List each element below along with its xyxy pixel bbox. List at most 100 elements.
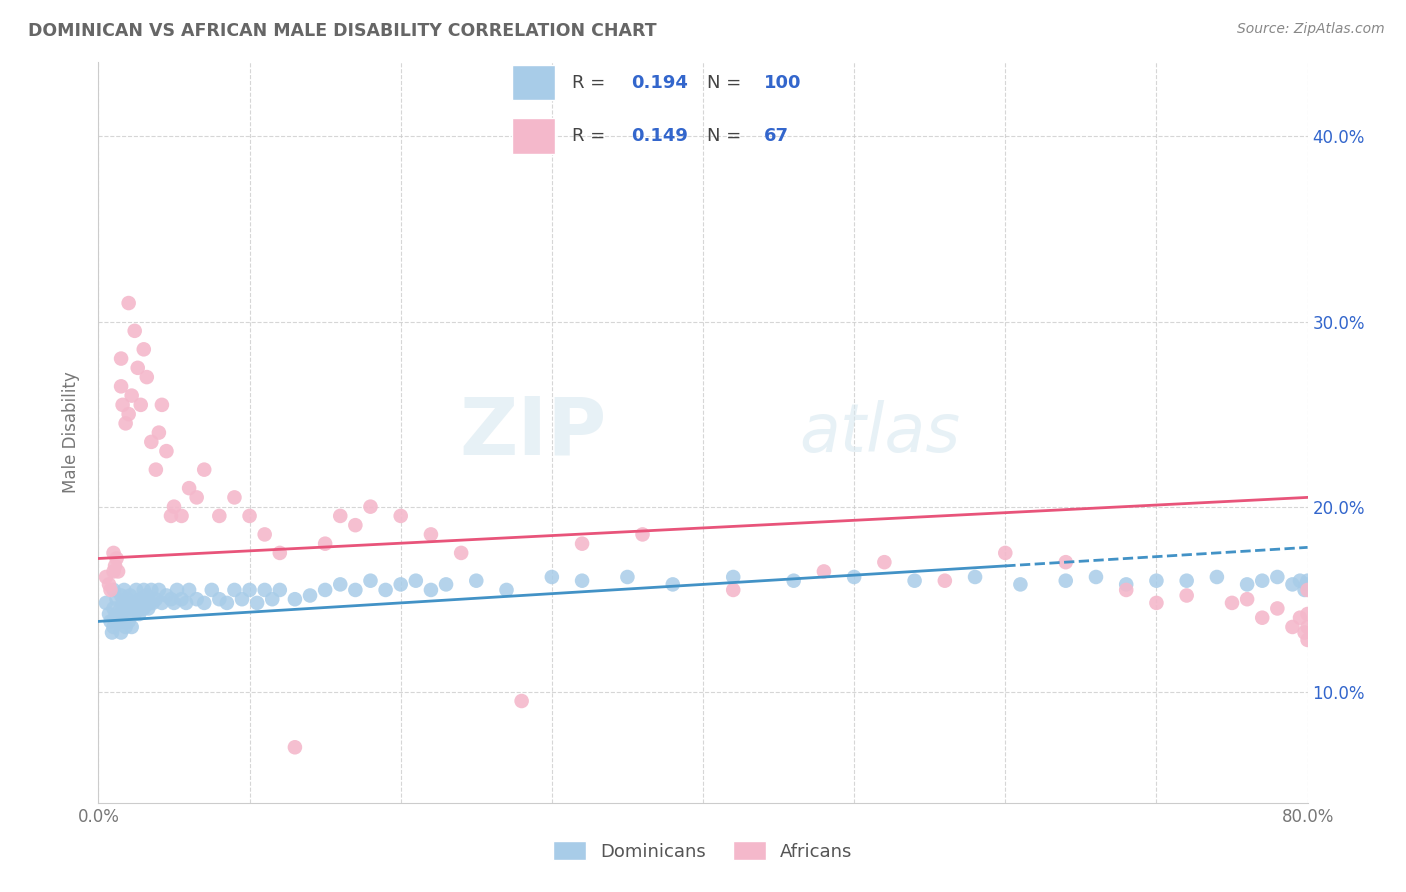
Point [1296, 582, 1319, 597]
Point [129, 398, 152, 412]
Text: Source: ZipAtlas.com: Source: ZipAtlas.com [1237, 22, 1385, 37]
Point [571, 574, 593, 588]
Point [1294, 625, 1316, 640]
Point [110, 607, 132, 621]
Text: N =: N = [707, 73, 747, 92]
Point [965, 570, 987, 584]
Point [1296, 607, 1319, 621]
Point [110, 589, 132, 603]
Point [100, 615, 122, 629]
Point [94, 570, 117, 584]
Point [186, 592, 208, 607]
Point [540, 570, 562, 584]
Point [360, 574, 382, 588]
Point [124, 607, 146, 621]
Point [208, 508, 231, 523]
Point [1296, 620, 1319, 634]
Point [125, 601, 148, 615]
Point [405, 574, 427, 588]
Point [145, 462, 167, 476]
Point [103, 620, 125, 634]
Point [193, 596, 215, 610]
Point [127, 360, 149, 375]
Point [420, 527, 443, 541]
Point [142, 596, 165, 610]
Point [994, 546, 1017, 560]
Text: 100: 100 [763, 73, 801, 92]
Point [208, 592, 231, 607]
Point [314, 536, 336, 550]
Point [114, 620, 136, 634]
Point [111, 615, 134, 629]
Point [1294, 582, 1316, 597]
Point [231, 592, 253, 607]
Point [253, 527, 276, 541]
Point [389, 577, 412, 591]
Point [141, 434, 163, 449]
Point [239, 582, 262, 597]
Point [269, 546, 291, 560]
Point [224, 491, 246, 505]
Point [224, 582, 246, 597]
Point [465, 574, 488, 588]
Point [450, 546, 472, 560]
Point [132, 601, 155, 615]
Point [135, 589, 157, 603]
Point [284, 592, 307, 607]
Point [163, 500, 186, 514]
Point [284, 740, 307, 755]
Text: DOMINICAN VS AFRICAN MALE DISABILITY CORRELATION CHART: DOMINICAN VS AFRICAN MALE DISABILITY COR… [28, 22, 657, 40]
Point [1251, 574, 1274, 588]
Text: 0.194: 0.194 [631, 73, 688, 92]
Point [148, 425, 170, 440]
Point [201, 582, 224, 597]
Point [314, 582, 336, 597]
Point [104, 610, 127, 624]
Text: ZIP: ZIP [458, 393, 606, 472]
Point [104, 558, 127, 573]
Point [110, 351, 132, 366]
Point [374, 582, 396, 597]
Point [111, 596, 134, 610]
Point [110, 625, 132, 640]
Point [510, 694, 533, 708]
Point [131, 601, 153, 615]
Point [344, 518, 367, 533]
Point [329, 577, 352, 591]
Point [174, 596, 197, 610]
Point [1144, 596, 1167, 610]
Point [253, 582, 276, 597]
Point [129, 592, 152, 607]
Point [150, 398, 173, 412]
Point [122, 596, 145, 610]
Point [160, 508, 183, 523]
Point [1220, 596, 1243, 610]
Point [246, 596, 269, 610]
Point [1175, 589, 1198, 603]
Point [103, 546, 125, 560]
Point [1175, 574, 1198, 588]
Point [344, 582, 367, 597]
Point [1115, 577, 1137, 591]
Text: R =: R = [572, 127, 610, 145]
Point [1251, 610, 1274, 624]
Point [121, 601, 143, 615]
Point [108, 615, 131, 629]
Point [98, 607, 121, 621]
Point [98, 577, 121, 591]
Point [1010, 577, 1032, 591]
Point [299, 589, 322, 603]
Point [150, 596, 173, 610]
Point [215, 596, 238, 610]
Point [1289, 574, 1312, 588]
Point [193, 462, 215, 476]
Point [132, 343, 155, 357]
Point [125, 582, 148, 597]
Point [103, 565, 125, 579]
Point [107, 565, 129, 579]
Point [134, 596, 156, 610]
Point [118, 615, 141, 629]
Point [121, 389, 143, 403]
Text: 67: 67 [763, 127, 789, 145]
Point [873, 555, 896, 569]
